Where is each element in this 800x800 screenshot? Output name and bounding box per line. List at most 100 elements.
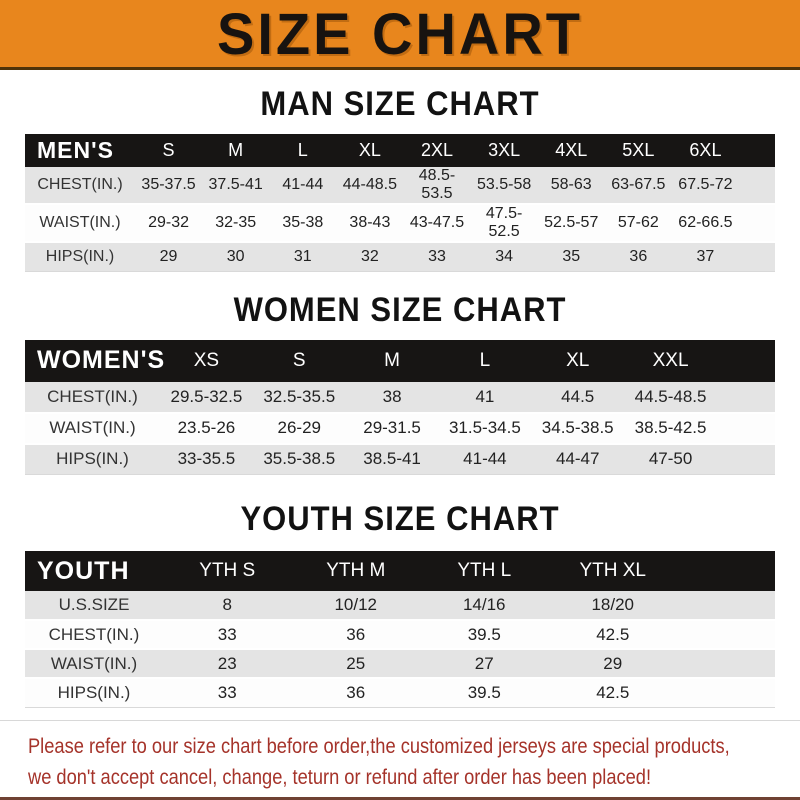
size-value: 37 — [671, 242, 739, 272]
size-value: 32-35 — [202, 204, 270, 243]
size-column-header: S — [252, 339, 346, 382]
women-section-heading: WOMEN SIZE CHART — [233, 289, 567, 329]
size-value: 38 — [345, 381, 439, 414]
size-column-header: 4XL — [537, 134, 605, 167]
size-column-header: YTH S — [163, 551, 292, 591]
row-label: HIPS(IN.) — [25, 678, 163, 708]
size-value: 48.5-53.5 — [403, 167, 471, 205]
size-value: 35-38 — [269, 204, 337, 243]
men-section-heading: MAN SIZE CHART — [260, 84, 540, 123]
row-filler — [739, 167, 775, 205]
row-filler — [677, 678, 775, 708]
section-women: WOMEN SIZE CHART WOMEN'S XS S M L XL XXL CHEST(… — [0, 289, 800, 475]
size-value: 36 — [291, 620, 420, 650]
size-column-header: 5XL — [604, 134, 672, 167]
size-value: 35 — [537, 242, 605, 272]
row-filler — [717, 412, 775, 445]
row-filler — [717, 443, 775, 475]
size-value: 31.5-34.5 — [438, 412, 532, 445]
size-value: 29-32 — [135, 204, 203, 243]
row-label: WAIST(IN.) — [25, 412, 160, 445]
size-value: 44.5 — [531, 381, 625, 414]
size-column-header: L — [269, 134, 337, 167]
size-value: 33 — [163, 620, 292, 650]
size-value: 39.5 — [420, 620, 549, 650]
section-men: MAN SIZE CHART MEN'S S M L XL 2XL 3XL 4XL 5XL 6XL… — [0, 84, 800, 272]
table-corner-label: WOMEN'S — [25, 339, 164, 382]
size-value: 29.5-32.5 — [160, 381, 253, 414]
table-header-row: WOMEN'S XS S M L XL XXL — [25, 339, 775, 382]
size-value: 63-67.5 — [604, 167, 672, 205]
size-column-header: YTH L — [420, 551, 549, 591]
size-value: 44-48.5 — [336, 167, 404, 205]
header-filler — [677, 551, 775, 591]
size-value: 36 — [604, 242, 672, 272]
table-row: WAIST(IN.) 29-32 32-35 35-38 38-43 43-47.5 47.… — [25, 204, 775, 243]
table-header-row: MEN'S S M L XL 2XL 3XL 4XL 5XL 6XL — [25, 134, 775, 167]
size-chart-banner: SIZE CHART — [0, 0, 800, 70]
size-value: 29 — [135, 242, 203, 272]
size-value: 33 — [163, 678, 292, 708]
size-column-header: XL — [336, 134, 404, 167]
bottom-edge-line — [0, 797, 800, 800]
size-value: 32.5-35.5 — [252, 381, 346, 414]
size-value: 47.5-52.5 — [470, 204, 538, 243]
size-value: 38.5-41 — [345, 443, 439, 475]
size-value: 32 — [336, 242, 404, 272]
table-row: CHEST(IN.) 29.5-32.5 32.5-35.5 38 41 44.5 44.5… — [25, 381, 775, 414]
size-value: 29 — [548, 649, 677, 679]
row-label: CHEST(IN.) — [25, 620, 163, 650]
row-label: CHEST(IN.) — [25, 381, 160, 414]
men-size-table: MEN'S S M L XL 2XL 3XL 4XL 5XL 6XL CHEST(IN.) 35-37… — [25, 134, 775, 272]
size-column-header: XS — [160, 339, 253, 382]
size-column-header: M — [202, 134, 270, 167]
size-value: 33 — [403, 242, 471, 272]
row-filler — [677, 620, 775, 650]
footer-line-1: Please refer to our size chart before or… — [28, 734, 730, 758]
size-value: 10/12 — [291, 591, 420, 621]
size-column-header: S — [135, 134, 203, 167]
row-label: CHEST(IN.) — [25, 167, 135, 205]
size-value: 8 — [163, 591, 292, 621]
size-column-header: L — [438, 339, 532, 382]
banner-title: SIZE CHART — [217, 0, 583, 67]
size-value: 52.5-57 — [537, 204, 605, 243]
table-row: HIPS(IN.) 29 30 31 32 33 34 35 36 37 — [25, 242, 775, 272]
size-value: 42.5 — [548, 620, 677, 650]
size-column-header: XXL — [624, 339, 717, 382]
table-corner-label: YOUTH — [25, 551, 163, 591]
row-filler — [739, 242, 775, 272]
table-corner-label: MEN'S — [25, 134, 135, 167]
row-label: WAIST(IN.) — [25, 649, 163, 679]
size-column-header: YTH M — [291, 551, 420, 591]
size-value: 39.5 — [420, 678, 549, 708]
row-label: U.S.SIZE — [25, 591, 163, 621]
size-value: 41-44 — [438, 443, 532, 475]
size-value: 25 — [291, 649, 420, 679]
size-value: 58-63 — [537, 167, 605, 205]
section-youth: YOUTH SIZE CHART YOUTH YTH S YTH M YTH L YTH… — [0, 499, 800, 708]
table-row: U.S.SIZE 8 10/12 14/16 18/20 — [25, 591, 775, 621]
size-column-header: YTH XL — [548, 551, 677, 591]
size-value: 23.5-26 — [160, 412, 253, 445]
women-size-table: WOMEN'S XS S M L XL XXL CHEST(IN.) 29.5-32.5 32.5… — [25, 339, 775, 475]
youth-section-heading: YOUTH SIZE CHART — [240, 499, 560, 538]
size-value: 38.5-42.5 — [624, 412, 717, 445]
row-label: WAIST(IN.) — [25, 204, 135, 243]
size-value: 35.5-38.5 — [252, 443, 346, 475]
size-column-header: 6XL — [671, 134, 739, 167]
size-value: 23 — [163, 649, 292, 679]
size-value: 35-37.5 — [135, 167, 203, 205]
size-value: 42.5 — [548, 678, 677, 708]
size-value: 62-66.5 — [671, 204, 739, 243]
row-filler — [677, 649, 775, 679]
size-value: 41 — [438, 381, 532, 414]
table-row: CHEST(IN.) 35-37.5 37.5-41 41-44 44-48.5 48.5… — [25, 167, 775, 205]
size-value: 37.5-41 — [202, 167, 270, 205]
size-value: 44-47 — [531, 443, 625, 475]
header-filler — [717, 339, 775, 382]
table-row: HIPS(IN.) 33 36 39.5 42.5 — [25, 678, 775, 708]
size-value: 33-35.5 — [160, 443, 253, 475]
size-value: 26-29 — [252, 412, 346, 445]
size-value: 67.5-72 — [671, 167, 739, 205]
